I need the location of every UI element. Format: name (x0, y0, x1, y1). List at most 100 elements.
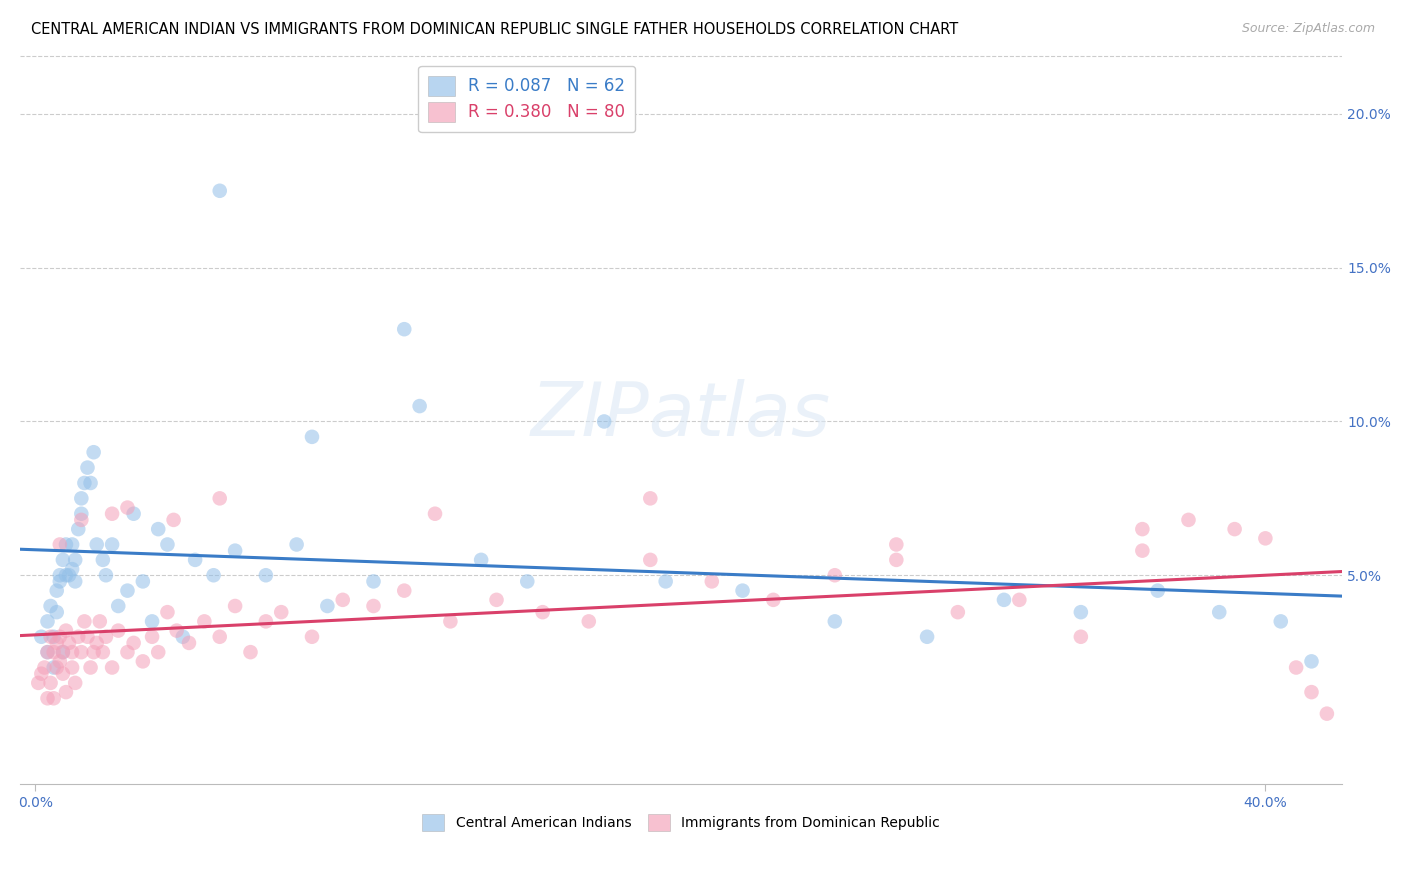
Point (27, 676, 49, 690)
Point (208, 630, 231, 644)
Point (332, 592, 354, 607)
Point (55, 624, 77, 638)
Point (1301, 685, 1323, 699)
Point (52, 645, 75, 659)
Point (824, 615, 846, 629)
Point (946, 605, 969, 619)
Point (30, 666, 52, 681)
Point (117, 583, 139, 598)
Point (1008, 592, 1031, 607)
Point (94, 630, 117, 644)
Point (83, 445, 105, 459)
Point (141, 630, 163, 644)
Point (70, 513, 93, 527)
Point (37, 691, 59, 706)
Point (516, 574, 538, 589)
Point (39, 676, 62, 690)
Point (76, 630, 98, 644)
Point (193, 615, 215, 629)
Point (132, 654, 155, 668)
Point (239, 645, 262, 659)
Point (640, 491, 662, 506)
Point (91, 553, 114, 567)
Point (1208, 605, 1230, 619)
Point (394, 322, 416, 336)
Point (73, 475, 96, 490)
Point (224, 599, 246, 613)
Point (993, 592, 1015, 607)
Point (148, 522, 170, 536)
Point (101, 537, 124, 551)
Point (42, 691, 65, 706)
Point (122, 636, 145, 650)
Point (363, 574, 385, 589)
Point (83, 645, 105, 659)
Point (886, 537, 908, 551)
Point (166, 624, 188, 638)
Point (1130, 543, 1153, 558)
Point (76, 460, 98, 475)
Point (94, 568, 117, 582)
Text: Source: ZipAtlas.com: Source: ZipAtlas.com (1241, 22, 1375, 36)
Point (640, 553, 662, 567)
Point (37, 645, 59, 659)
Point (156, 605, 179, 619)
Point (45, 636, 67, 650)
Point (45, 660, 67, 674)
Point (79, 475, 101, 490)
Point (408, 399, 430, 413)
Point (285, 537, 308, 551)
Point (132, 574, 155, 589)
Point (254, 568, 277, 582)
Point (1223, 522, 1246, 536)
Point (101, 660, 124, 674)
Point (117, 500, 139, 515)
Legend: Central American Indians, Immigrants from Dominican Republic: Central American Indians, Immigrants fro… (416, 808, 945, 837)
Point (301, 430, 323, 444)
Point (70, 491, 93, 506)
Point (55, 568, 77, 582)
Point (117, 645, 139, 659)
Point (254, 615, 277, 629)
Point (63, 574, 86, 589)
Point (55, 537, 77, 551)
Point (49, 654, 72, 668)
Point (148, 645, 170, 659)
Point (1254, 532, 1277, 546)
Point (1070, 605, 1092, 619)
Text: CENTRAL AMERICAN INDIAN VS IMMIGRANTS FROM DOMINICAN REPUBLIC SINGLE FATHER HOUS: CENTRAL AMERICAN INDIAN VS IMMIGRANTS FR… (31, 22, 957, 37)
Point (49, 568, 72, 582)
Point (915, 630, 938, 644)
Point (1177, 513, 1199, 527)
Point (1070, 630, 1092, 644)
Point (224, 543, 246, 558)
Point (101, 507, 124, 521)
Point (531, 605, 554, 619)
Point (52, 645, 75, 659)
Point (184, 553, 207, 567)
Point (37, 645, 59, 659)
Point (593, 414, 616, 428)
Point (1285, 660, 1308, 674)
Point (63, 553, 86, 567)
Point (162, 513, 184, 527)
Text: ZIPatlas: ZIPatlas (531, 379, 831, 451)
Point (58, 636, 80, 650)
Point (270, 605, 292, 619)
Point (49, 630, 72, 644)
Point (49, 574, 72, 589)
Point (762, 592, 785, 607)
Point (208, 184, 231, 198)
Point (60, 660, 83, 674)
Point (394, 583, 416, 598)
Point (470, 553, 492, 567)
Point (39, 630, 62, 644)
Point (86, 636, 108, 650)
Point (578, 615, 600, 629)
Point (58, 568, 80, 582)
Point (1316, 706, 1339, 721)
Point (654, 574, 676, 589)
Point (156, 537, 179, 551)
Point (91, 645, 114, 659)
Point (700, 574, 723, 589)
